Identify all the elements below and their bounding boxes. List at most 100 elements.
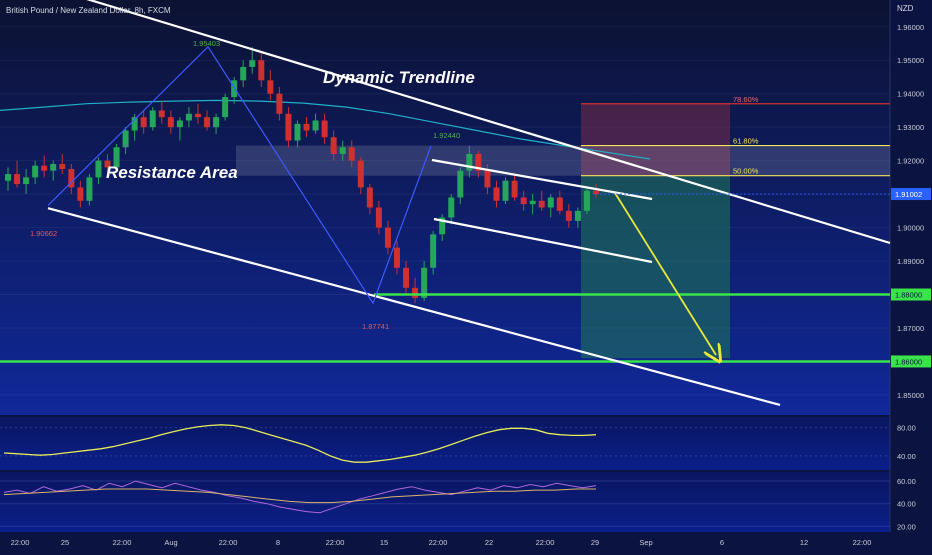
pivot-label: 1.90662 (30, 229, 57, 238)
candle (565, 210, 572, 221)
x-tick-label: 29 (591, 538, 599, 547)
candle (5, 174, 11, 181)
candle (321, 120, 328, 138)
candle (249, 60, 256, 67)
y-tick-label: 1.85000 (897, 391, 924, 400)
candle (384, 227, 391, 248)
candle (593, 190, 599, 195)
drawings-layer: 1.90662 1.95403 1.87741 1.92440 (0, 0, 891, 407)
x-tick-label: 22:00 (11, 538, 30, 547)
candle (59, 163, 66, 170)
oscillator-layer (0, 424, 890, 527)
candle (348, 147, 355, 161)
oscillator-2-line (3, 480, 597, 514)
x-tick-label: 22:00 (853, 538, 872, 547)
x-tick-label: 22:00 (219, 538, 238, 547)
main-pane (0, 0, 890, 415)
dynamic-trendline-label: Dynamic Trendline (323, 68, 475, 87)
candle (86, 177, 93, 201)
candle (113, 147, 120, 168)
level-price-tag (891, 288, 931, 301)
candle (68, 169, 75, 188)
candle (131, 117, 138, 131)
candle (240, 66, 247, 81)
candle (583, 190, 590, 211)
y-tick-label: 1.93000 (897, 123, 924, 132)
axes-layer: 1.85000 1.86000 1.87000 1.88000 1.89000 1.900… (11, 23, 931, 547)
candle (50, 163, 57, 171)
candle (231, 80, 238, 98)
level-price-label: 1.88000 (895, 291, 922, 300)
candle (466, 153, 473, 171)
x-tick-label: 15 (380, 538, 388, 547)
currency-label: NZD (897, 4, 914, 13)
candle (330, 137, 337, 154)
zones-layer: 78.60% 61.80% 50.00% (236, 95, 890, 359)
candle (412, 287, 419, 298)
pivot-label: 1.95403 (193, 39, 220, 48)
candle (538, 200, 545, 208)
candle (547, 197, 554, 208)
y-tick-label: 1.87000 (897, 324, 924, 333)
oscillator-2-tick-label: 40.00 (897, 500, 916, 509)
fib-label: 78.60% (733, 95, 759, 104)
candle (14, 174, 21, 185)
x-tick-label: 22 (485, 538, 493, 547)
candle (185, 113, 192, 121)
x-tick-label: 22:00 (113, 538, 132, 547)
upper-trendline (86, 0, 891, 245)
candle (267, 80, 274, 94)
candle (149, 110, 156, 128)
candle (475, 153, 482, 171)
y-tick-label: 1.89000 (897, 257, 924, 266)
candle (511, 180, 518, 198)
candle (375, 207, 382, 228)
take-profit-zone (581, 175, 730, 359)
pivot-label: 1.87741 (362, 322, 389, 331)
y-tick-label: 1.90000 (897, 224, 924, 233)
oscillator-2-tick-label: 60.00 (897, 477, 916, 486)
x-tick-label: 22:00 (536, 538, 555, 547)
candle (95, 160, 102, 178)
x-tick-label: 22:00 (326, 538, 345, 547)
fib-label: 50.00% (733, 167, 759, 176)
candle (393, 247, 400, 268)
candle (176, 120, 183, 128)
oscillator-1-tick-label: 40.00 (897, 452, 916, 461)
y-tick-label: 1.96000 (897, 23, 924, 32)
oscillator-2-signal-line (3, 488, 596, 504)
candle (158, 110, 165, 118)
symbol-title: British Pound / New Zealand Dollar, 8h, … (6, 6, 171, 15)
level-price-label: 1.86000 (895, 357, 922, 366)
candle (303, 123, 310, 131)
candle (502, 180, 509, 201)
resistance-area-label: Resistance Area (106, 163, 238, 182)
candle (556, 197, 563, 211)
x-tick-label: Aug (164, 538, 177, 547)
stop-loss-zone (581, 103, 730, 176)
projection-arrow (614, 192, 716, 355)
x-tick-label: 25 (61, 538, 69, 547)
candle (339, 147, 346, 154)
candle (366, 187, 373, 208)
moving-average-layer (0, 99, 651, 160)
candle (104, 160, 111, 168)
channel-top-line (431, 158, 653, 201)
candle (222, 97, 229, 118)
y-tick-label: 1.92000 (897, 157, 924, 166)
candle (41, 165, 48, 171)
pivot-label: 1.92440 (433, 131, 460, 140)
candle (403, 267, 410, 288)
candle (204, 117, 211, 128)
last-price-tag (891, 188, 931, 201)
lower-trendline (47, 207, 781, 407)
channel-bottom-line (433, 217, 653, 264)
last-price-label: 1.91002 (895, 190, 922, 199)
oscillator-pane-2 (0, 472, 890, 532)
candle (194, 113, 201, 118)
candle (574, 210, 581, 221)
x-tick-label: Sep (639, 538, 652, 547)
oscillator-1-tick-label: 80.00 (897, 424, 916, 433)
